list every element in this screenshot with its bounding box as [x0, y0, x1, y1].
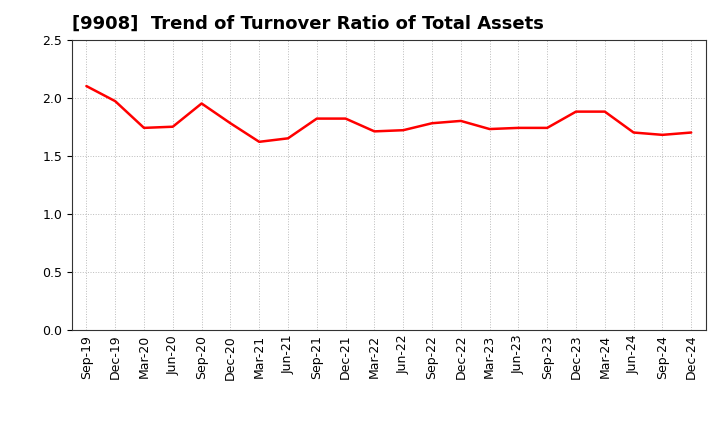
- Text: [9908]  Trend of Turnover Ratio of Total Assets: [9908] Trend of Turnover Ratio of Total …: [72, 15, 544, 33]
